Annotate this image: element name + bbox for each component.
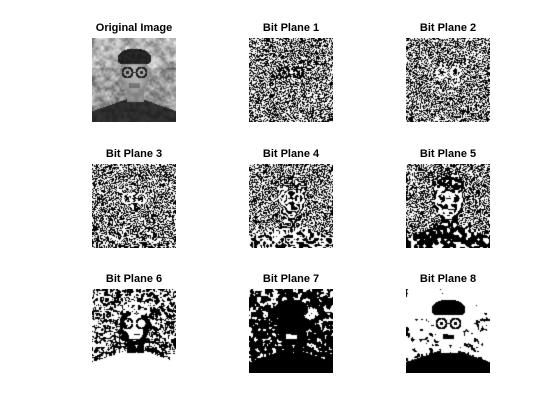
bit-plane-5-image (406, 164, 490, 248)
bit-plane-3-image (92, 164, 176, 248)
panel-title: Bit Plane 7 (262, 273, 320, 285)
panel-title: Bit Plane 1 (262, 22, 320, 34)
bit-plane-7-image (249, 289, 333, 373)
panel-title: Bit Plane 6 (105, 273, 163, 285)
panel-title: Bit Plane 2 (419, 22, 477, 34)
original-image (92, 38, 176, 122)
panel-title: Bit Plane 4 (262, 148, 320, 160)
bit-plane-4-image (249, 164, 333, 248)
bit-plane-6-image (92, 289, 176, 373)
panel-title: Original Image (95, 22, 173, 34)
panel-title: Bit Plane 8 (419, 273, 477, 285)
panel-title: Bit Plane 5 (419, 148, 477, 160)
bit-plane-2-image (406, 38, 490, 122)
bit-plane-1-image (249, 38, 333, 122)
panel-title: Bit Plane 3 (105, 148, 163, 160)
bit-plane-8-image (406, 289, 490, 373)
